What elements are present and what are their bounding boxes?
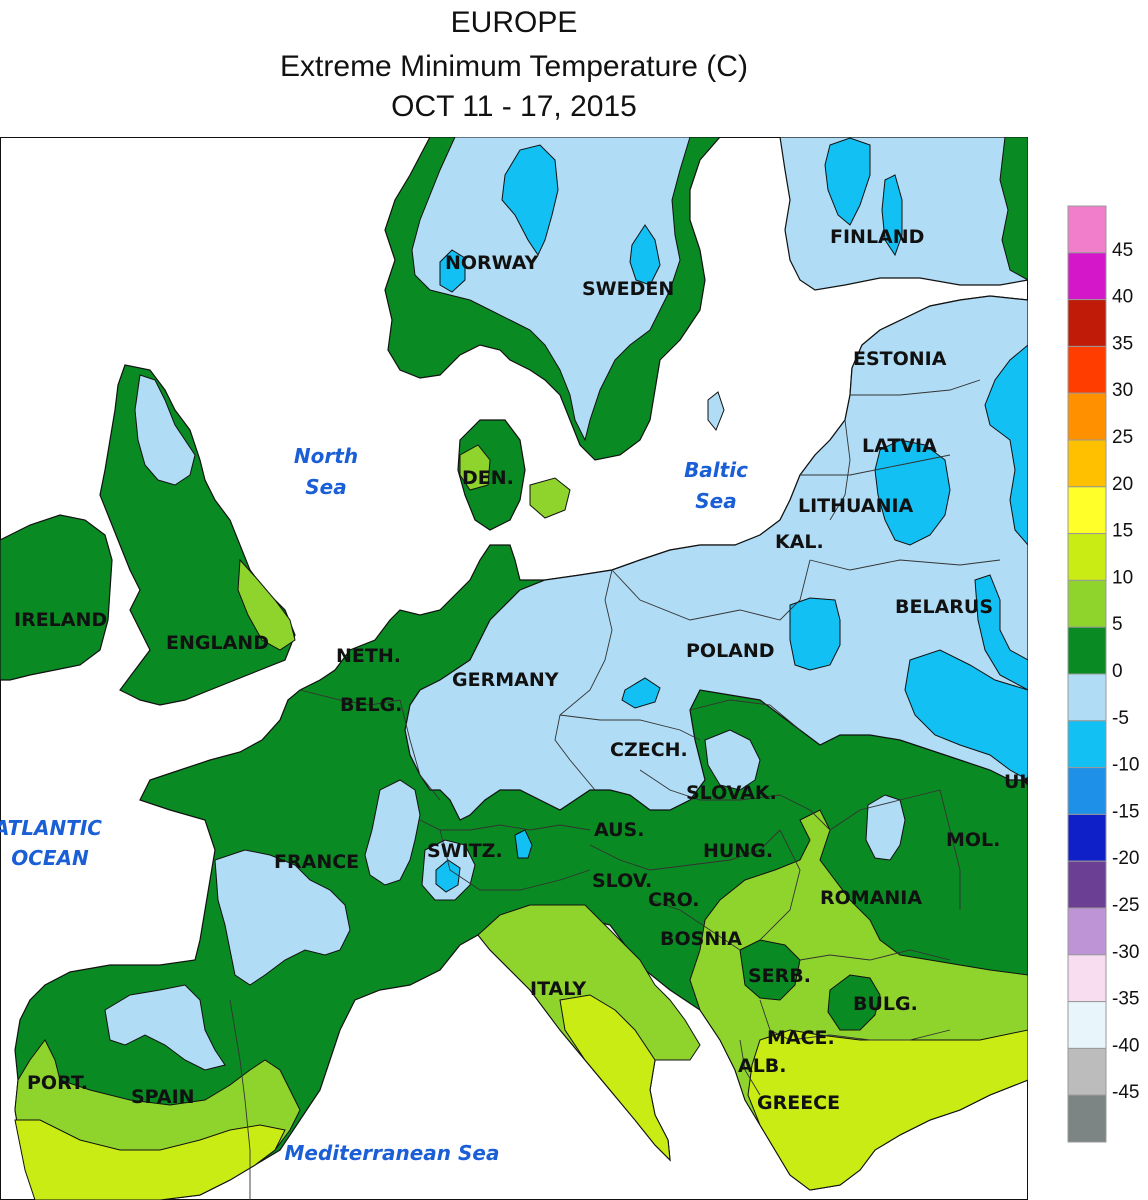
legend-tick-label: 30 [1112,380,1133,401]
legend-swatch [1068,300,1106,347]
legend-swatch [1068,627,1106,674]
label-denmark: DEN. [462,467,514,489]
label-spain: SPAIN [131,1086,195,1108]
legend-tick-label: 40 [1112,287,1133,308]
label-netherlands: NETH. [336,645,401,667]
label-north-sea-2: Sea [305,475,346,499]
label-czech: CZECH. [610,739,688,761]
label-france: FRANCE [274,851,359,873]
label-serbia: SERB. [748,965,811,987]
legend-tick-label: 20 [1112,474,1133,495]
legend-swatch [1068,346,1106,393]
label-switzerland: SWITZ. [427,840,503,862]
legend-tick-label: 45 [1112,240,1133,261]
label-albania: ALB. [738,1055,787,1077]
legend-swatch [1068,768,1106,815]
legend-swatch [1068,253,1106,300]
label-ukraine: UK [1004,771,1028,793]
legend-swatch [1068,1048,1106,1095]
legend-labels: 45 40 35 30 25 20 15 10 5 0 -5 -10 -15 -20 -25 -30 -35 -4… [1112,240,1139,1103]
legend-swatch [1068,206,1106,253]
region-finland [780,137,1028,290]
label-bosnia: BOSNIA [660,928,742,950]
legend-tick-label: 5 [1112,614,1123,635]
legend-tick-label: 35 [1112,333,1133,354]
legend-tick-label: -25 [1112,895,1139,916]
label-slovakia: SLOVAK. [686,782,777,804]
label-ireland: IRELAND [14,609,107,631]
legend-swatch [1068,534,1106,581]
legend-tick-label: -30 [1112,942,1139,963]
label-poland: POLAND [686,640,775,662]
legend-tick-label: 25 [1112,427,1133,448]
label-baltic-sea-1: Baltic [684,458,748,482]
legend-tick-label: -40 [1112,1035,1139,1056]
legend-swatch [1068,393,1106,440]
label-finland: FINLAND [830,226,924,248]
legend-swatch [1068,1002,1106,1049]
label-germany: GERMANY [452,669,559,691]
label-baltic-sea-2: Sea [695,489,736,513]
label-atlantic-2: OCEAN [11,846,89,870]
legend-tick-label: -35 [1112,989,1139,1010]
legend-tick-label: 15 [1112,521,1133,542]
label-norway: NORWAY [445,252,539,274]
legend-tick-label: -20 [1112,848,1139,869]
label-sweden: SWEDEN [582,278,674,300]
map-date-range: OCT 11 - 17, 2015 [0,90,1028,124]
legend-swatch [1068,908,1106,955]
temperature-map: NORWAY SWEDEN FINLAND ESTONIA LATVIA LIT… [0,137,1028,1200]
legend-tick-label: 0 [1112,661,1123,682]
label-italy: ITALY [530,978,586,1000]
legend-tick-label: -10 [1112,755,1139,776]
region-belarus-cold [790,598,840,670]
label-atlantic-1: ATLANTIC [0,816,102,840]
legend-swatch [1068,1095,1106,1142]
label-latvia: LATVIA [862,435,937,457]
legend-swatch [1068,861,1106,908]
map-subtitle: Extreme Minimum Temperature (C) [0,50,1028,84]
label-austria: AUS. [594,819,644,841]
color-legend: 45 40 35 30 25 20 15 10 5 0 -5 -10 -15 -20 -25 -30 -35 -4… [1060,200,1148,1150]
label-kaliningrad: KAL. [775,531,824,553]
legend-swatch [1068,674,1106,721]
legend-swatch [1068,721,1106,768]
legend-boxes [1068,206,1106,1142]
label-moldova: MOL. [946,829,1000,851]
label-portugal: PORT. [27,1072,88,1094]
legend-tick-label: -5 [1112,708,1129,729]
label-mediterranean: Mediterranean Sea [285,1141,500,1165]
label-north-sea-1: North [294,444,358,468]
label-croatia: CRO. [648,889,700,911]
label-lithuania: LITHUANIA [798,495,914,517]
legend-swatch [1068,487,1106,534]
label-romania: ROMANIA [820,887,922,909]
legend-swatch [1068,440,1106,487]
label-belgium: BELG. [340,694,402,716]
legend-tick-label: -45 [1112,1082,1139,1103]
legend-swatch [1068,580,1106,627]
legend-tick-label: 10 [1112,567,1133,588]
label-hungary: HUNG. [703,840,773,862]
label-belarus: BELARUS [895,596,993,618]
label-macedonia: MACE. [767,1027,835,1049]
map-title: EUROPE [0,6,1028,40]
label-slovenia: SLOV. [592,870,652,892]
label-bulgaria: BULG. [853,993,918,1015]
label-greece: GREECE [757,1092,840,1114]
legend-swatch [1068,814,1106,861]
legend-swatch [1068,955,1106,1002]
label-england: ENGLAND [166,632,269,654]
label-estonia: ESTONIA [853,348,947,370]
legend-tick-label: -15 [1112,801,1139,822]
